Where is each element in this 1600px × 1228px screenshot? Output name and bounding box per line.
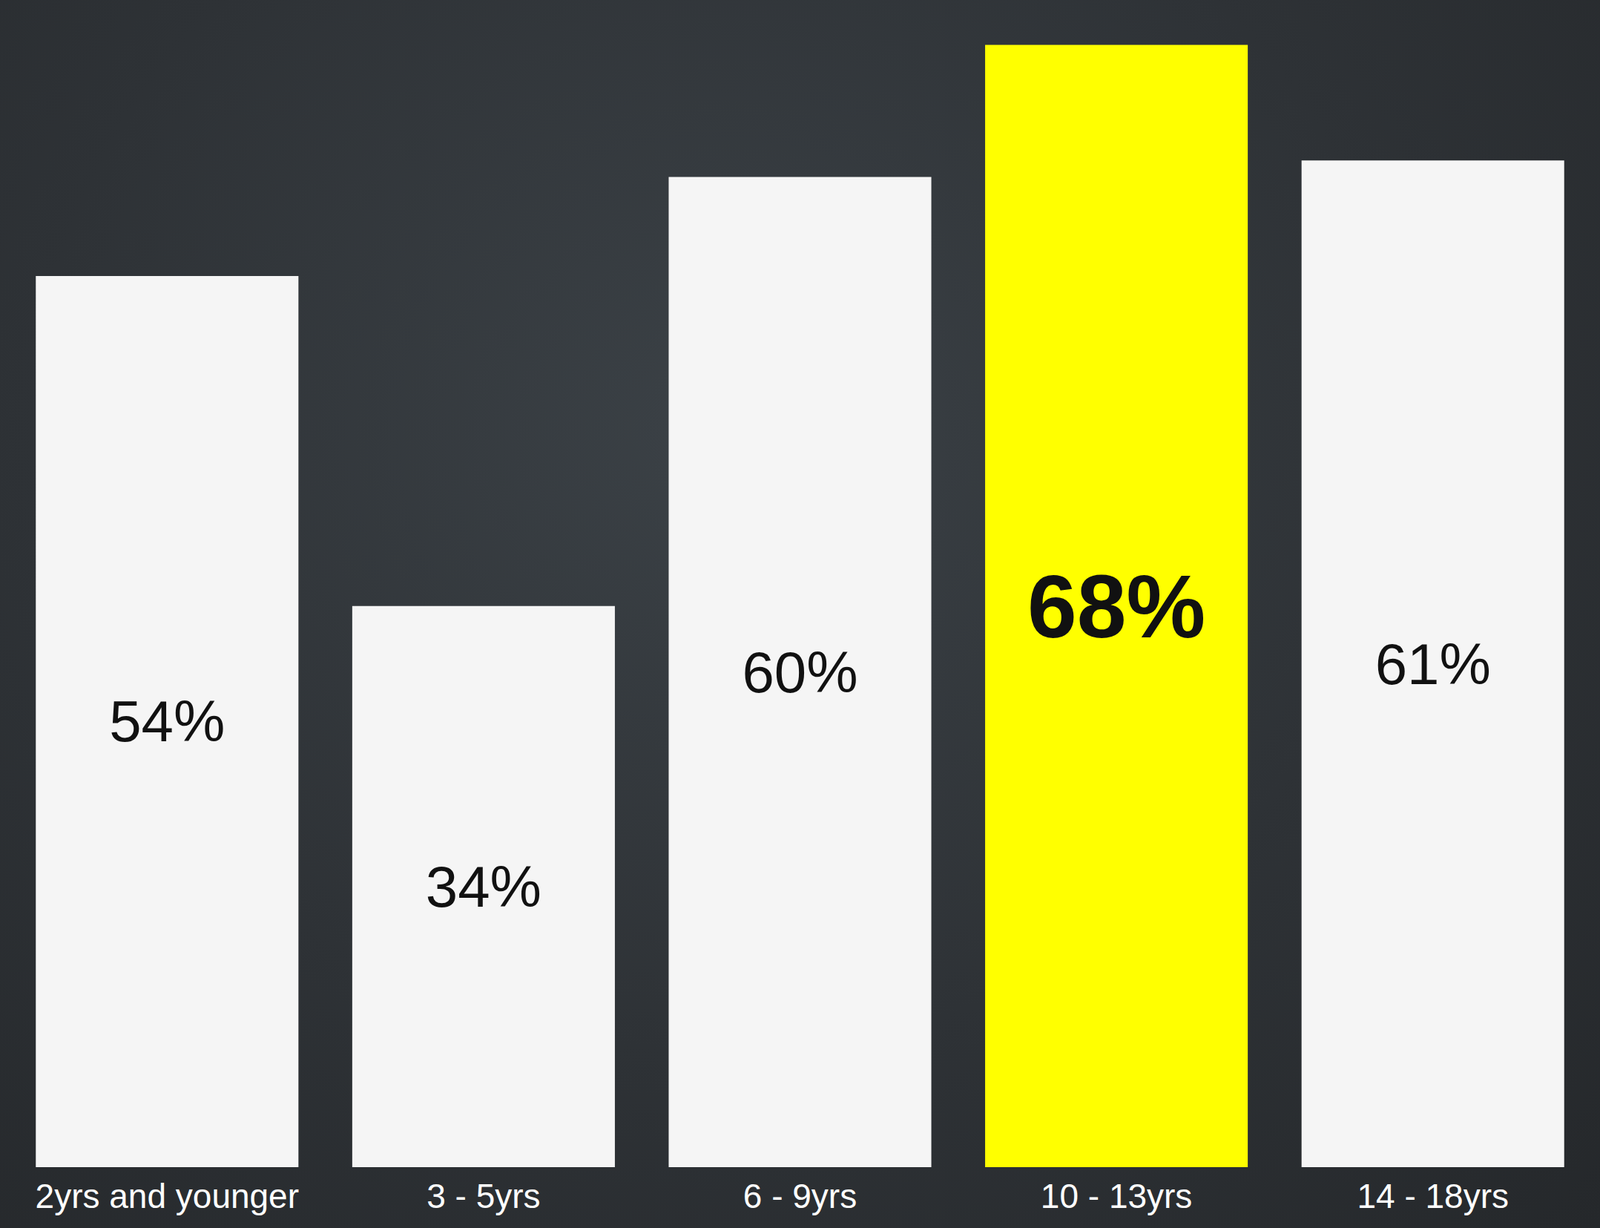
svg-text:34%: 34%: [425, 853, 542, 920]
svg-text:3 - 5yrs: 3 - 5yrs: [426, 1176, 541, 1216]
svg-text:14 - 18yrs: 14 - 18yrs: [1356, 1176, 1509, 1216]
svg-text:68%: 68%: [1027, 556, 1206, 656]
svg-text:54%: 54%: [109, 688, 225, 754]
svg-text:6 - 9yrs: 6 - 9yrs: [743, 1176, 857, 1216]
svg-text:10 - 13yrs: 10 - 13yrs: [1040, 1176, 1193, 1216]
svg-text:60%: 60%: [741, 639, 858, 705]
svg-text:61%: 61%: [1375, 631, 1491, 697]
svg-text:2yrs and younger: 2yrs and younger: [35, 1176, 299, 1216]
